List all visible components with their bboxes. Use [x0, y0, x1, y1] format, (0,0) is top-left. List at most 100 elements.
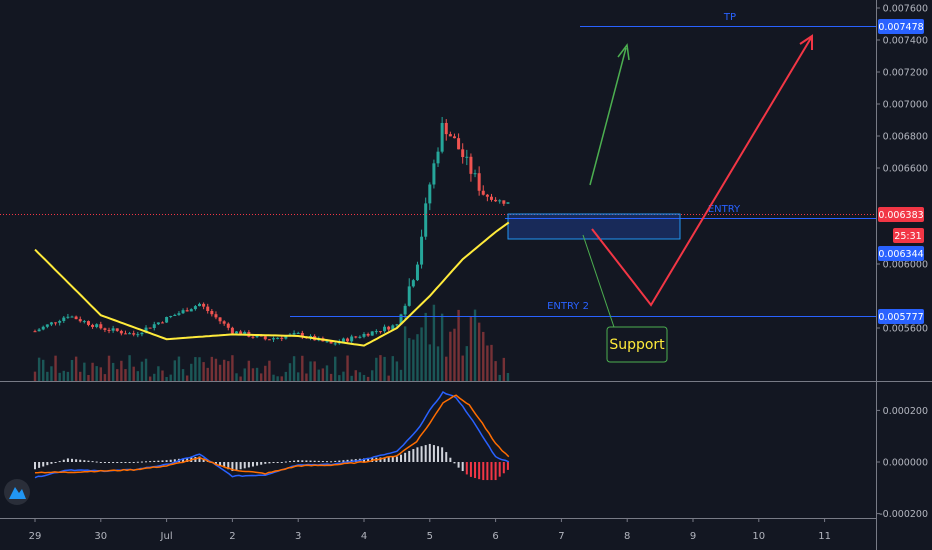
macd-histogram-bar — [428, 443, 431, 462]
time-tick-label: Jul — [160, 531, 173, 542]
tradingview-logo-icon[interactable] — [4, 479, 30, 505]
candle-body — [428, 184, 432, 204]
volume-bar — [387, 375, 390, 381]
time-tick-label: 5 — [427, 531, 433, 542]
time-tick-label: 6 — [492, 531, 498, 542]
volume-bar — [486, 345, 489, 381]
candle-body — [33, 331, 37, 333]
macd-histogram-bar — [465, 462, 468, 475]
candle-body — [140, 332, 144, 335]
candle-body — [99, 324, 103, 329]
candle-body — [292, 333, 296, 335]
macd-histogram-bar — [62, 459, 65, 462]
time-axis[interactable]: 29 30 Jul 2 3 4 5 6 7 8 9 10 11 — [29, 518, 831, 542]
volume-bar — [272, 374, 275, 381]
candle-body — [477, 173, 481, 191]
tp-label: TP — [723, 12, 736, 23]
candle-body — [383, 326, 387, 332]
volume-bar — [255, 367, 259, 381]
volume-bar — [87, 375, 90, 381]
volume-bar — [128, 355, 131, 381]
macd-histogram-bar — [404, 452, 407, 462]
candle-body — [284, 336, 288, 339]
macd-histogram-bar — [54, 462, 57, 463]
candle-body — [370, 331, 374, 336]
macd-histogram-bar — [145, 461, 148, 463]
entry-zone-rectangle[interactable] — [507, 213, 681, 240]
candle-body — [255, 335, 259, 338]
macd-histogram-bar — [243, 462, 246, 469]
macd-histogram-bar — [482, 462, 485, 481]
macd-histogram-bar — [490, 462, 493, 481]
volume-bar — [445, 356, 448, 381]
time-tick-label: 10 — [752, 531, 765, 542]
macd-histogram-bar — [173, 459, 176, 462]
candle-body — [280, 337, 284, 339]
macd-histogram-bar — [71, 458, 74, 462]
volume-bar — [116, 369, 119, 381]
macd-histogram-bar — [79, 459, 82, 462]
volume-bar — [95, 366, 98, 381]
tp-price-badge — [878, 19, 924, 34]
volume-bar — [74, 356, 78, 381]
price-axis[interactable]: 0.007600 0.007400 0.007200 0.007000 0.006800… — [876, 4, 928, 335]
volume-bar — [375, 357, 378, 381]
volume-bar — [288, 363, 292, 381]
macd-histogram-bar — [321, 461, 324, 463]
candle-body — [403, 305, 407, 315]
volume-bar — [453, 328, 456, 381]
macd-histogram-bar — [231, 462, 234, 472]
green-arrow-line[interactable] — [589, 47, 627, 186]
candle-body — [54, 322, 58, 324]
projection-arrows[interactable] — [589, 34, 813, 307]
candle-body — [74, 316, 78, 320]
macd-histogram-bar — [50, 462, 53, 464]
volume-bar — [403, 326, 407, 381]
volume-bar — [276, 376, 279, 381]
candle-body — [329, 341, 333, 344]
candle-body — [325, 341, 329, 343]
macd-histogram-bar — [149, 461, 152, 463]
macd-histogram-bar — [34, 462, 36, 470]
volume-bar — [284, 371, 288, 381]
volume-bar — [227, 361, 230, 381]
macd-histogram-bar — [313, 460, 316, 462]
volume-bar — [173, 360, 177, 381]
candle-body — [111, 328, 115, 331]
macd-histogram-bar — [338, 460, 341, 462]
macd-histogram-bar — [87, 460, 90, 462]
volume-bar — [297, 372, 300, 381]
candle-body — [341, 338, 345, 342]
volume-bar — [169, 374, 172, 381]
candle-body — [62, 317, 66, 322]
volume-bar — [177, 356, 181, 381]
macd-histogram-bar — [400, 454, 403, 462]
volume-bar — [222, 359, 226, 381]
candle-body — [95, 324, 99, 327]
support-callout-text: Support — [609, 337, 665, 353]
volume-bar — [37, 357, 41, 381]
red-arrow-path[interactable] — [591, 37, 812, 307]
price-tick-label: 0.006600 — [883, 164, 928, 175]
macd-histogram-bar — [408, 450, 411, 462]
volume-bar — [202, 362, 205, 381]
macd-histogram-bar — [346, 459, 349, 462]
volume-bar — [465, 346, 469, 381]
volume-bar — [136, 371, 140, 381]
candle-body — [399, 314, 403, 325]
candle-body — [66, 316, 70, 318]
price-tick-label: 0.006800 — [883, 132, 928, 143]
macd-histogram-bar — [461, 462, 464, 472]
entry-2-label: ENTRY 2 — [547, 301, 589, 312]
macd-axis[interactable]: 0.000200 0.000000 -0.000200 — [876, 406, 928, 520]
candle-body — [498, 200, 502, 202]
volume-bar — [144, 358, 148, 381]
candle-body — [452, 136, 456, 139]
volume-bar — [334, 356, 337, 381]
volume-bar — [399, 369, 403, 381]
volume-bar — [70, 359, 74, 381]
candle-body — [210, 310, 214, 315]
candle-body — [144, 327, 148, 333]
support-callout-box[interactable] — [606, 326, 668, 363]
